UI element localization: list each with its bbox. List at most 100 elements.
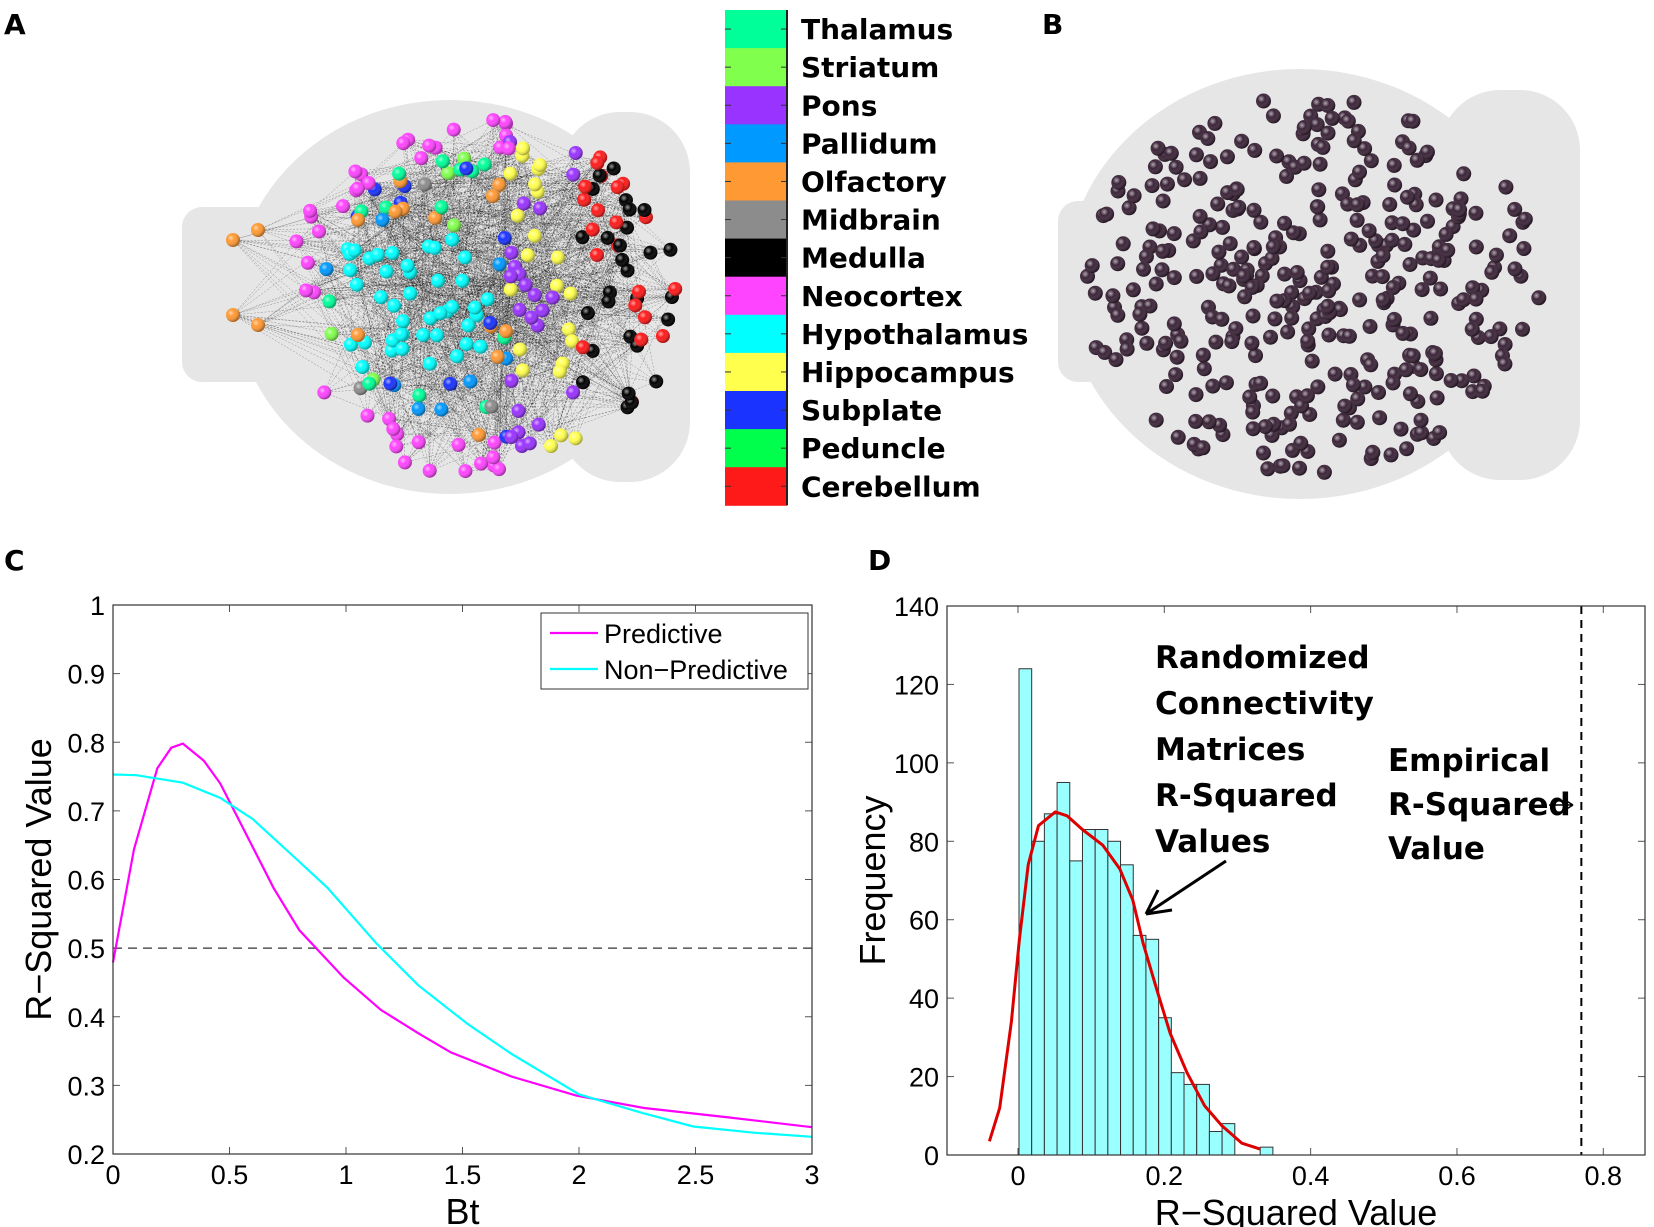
node-shading: [503, 269, 518, 284]
node-shading: [422, 463, 437, 478]
node-shading: [1427, 345, 1443, 361]
node-shading: [1265, 108, 1281, 124]
node-shading: [403, 286, 418, 301]
node-shading: [1363, 357, 1379, 373]
node-shading: [1428, 192, 1444, 208]
node-shading: [416, 328, 431, 343]
node-shading: [443, 376, 458, 391]
node-shading: [1246, 240, 1262, 255]
colorbar-swatch-cerebellum: [725, 467, 787, 506]
node-shading: [621, 386, 636, 401]
node-shading: [552, 364, 567, 379]
node-shading: [1385, 375, 1401, 391]
node-shading: [504, 373, 519, 388]
node-shading: [1267, 311, 1283, 327]
node-shading: [445, 300, 460, 315]
node-shading: [1320, 298, 1336, 314]
node-shading: [1119, 341, 1135, 357]
node-shading: [1349, 414, 1365, 430]
node-shading: [458, 250, 473, 265]
node-shading: [251, 318, 265, 332]
node-shading: [503, 282, 518, 297]
node-shading: [1144, 178, 1160, 194]
node-shading: [1497, 356, 1513, 372]
node-shading: [515, 363, 530, 378]
node-shading: [1292, 460, 1307, 476]
node-shading: [1205, 266, 1221, 282]
density-curve: [987, 810, 1261, 1151]
node-shading: [1374, 269, 1390, 285]
node-shading: [1173, 333, 1189, 349]
node-shading: [1453, 191, 1469, 207]
node-shading: [397, 455, 412, 470]
node-shading: [1201, 414, 1217, 430]
node-shading: [1263, 329, 1278, 345]
x-tick-label: 0.6: [1438, 1161, 1476, 1191]
node-shading: [1163, 145, 1179, 161]
node-shading: [374, 290, 389, 305]
node-shading: [1315, 139, 1331, 155]
node-shading: [511, 403, 526, 418]
node-shading: [1382, 197, 1398, 212]
node-shading: [1155, 193, 1171, 209]
node-shading: [610, 180, 625, 195]
node-shading: [1189, 268, 1205, 284]
node-shading: [637, 203, 652, 218]
colorbar-swatch-pallidum: [725, 124, 787, 163]
node-shading: [1099, 206, 1115, 222]
node-shading: [1395, 325, 1411, 341]
node-shading: [1188, 387, 1204, 403]
histogram-bar: [1259, 1146, 1274, 1156]
node-shading: [303, 203, 318, 218]
node-shading: [1372, 410, 1388, 426]
node-shading: [533, 158, 548, 173]
histogram-bar: [1158, 1017, 1172, 1156]
node-shading: [343, 263, 358, 278]
node-shading: [1136, 261, 1151, 277]
node-shading: [1321, 283, 1337, 299]
y-axis-title: R−Squared Value: [18, 738, 59, 1021]
node-shading: [615, 252, 630, 267]
node-shading: [1428, 366, 1444, 382]
node-shading: [1385, 280, 1401, 295]
node-shading: [1170, 429, 1186, 445]
histogram-bar: [1170, 1072, 1185, 1156]
node-shading: [1454, 373, 1470, 389]
y-tick-label: 0.3: [67, 1071, 105, 1101]
node-shading: [1245, 404, 1261, 420]
node-shading: [362, 376, 377, 391]
x-tick-label: 0.5: [211, 1160, 249, 1190]
node-shading: [400, 258, 415, 273]
node-shading: [566, 167, 581, 182]
node-shading: [350, 181, 365, 196]
node-shading: [527, 228, 542, 243]
y-tick-label: 60: [909, 906, 939, 936]
node-shading: [1255, 445, 1271, 461]
node-shading: [1362, 319, 1378, 334]
legend-label: Hippocampus: [801, 356, 1015, 389]
annotation-randomized-line: R-Squared: [1155, 778, 1338, 814]
node-shading: [1350, 391, 1366, 407]
node-shading: [434, 200, 449, 215]
node-shading: [1121, 200, 1137, 216]
node-shading: [1242, 389, 1258, 405]
node-shading: [1401, 140, 1417, 156]
node-shading: [1341, 328, 1357, 344]
node-shading: [435, 154, 450, 169]
x-tick-label: 0: [105, 1160, 120, 1190]
node-shading: [1309, 117, 1325, 133]
node-shading: [467, 300, 482, 315]
node-shading: [427, 240, 442, 255]
node-shading: [1275, 458, 1291, 474]
node-shading: [447, 218, 462, 233]
node-shading: [1097, 344, 1113, 360]
node-shading: [351, 328, 365, 342]
node-shading: [375, 212, 390, 227]
node-shading: [383, 376, 398, 391]
x-tick-label: 0.8: [1585, 1161, 1623, 1191]
node-shading: [430, 328, 445, 343]
node-shading: [643, 245, 658, 260]
node-shading: [550, 250, 565, 265]
node-shading: [1277, 215, 1292, 231]
node-shading: [661, 312, 676, 327]
